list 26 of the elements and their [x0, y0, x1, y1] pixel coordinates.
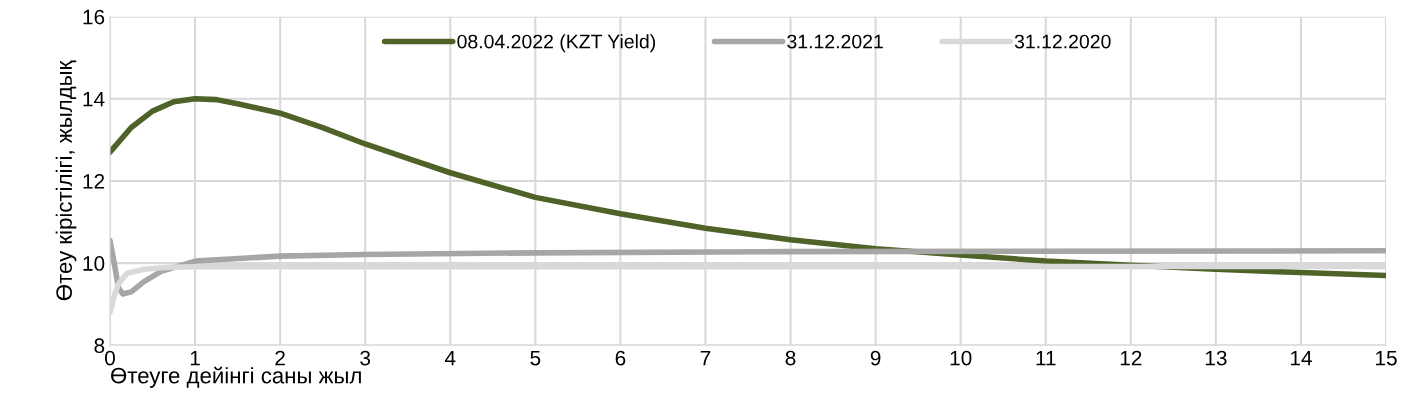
x-tick-label: 4 [444, 350, 456, 366]
x-tick-label: 13 [1205, 350, 1227, 366]
y-tick-label: 14 [83, 92, 105, 107]
x-tick-label: 11 [1036, 350, 1056, 366]
x-tick-label: 5 [530, 350, 541, 366]
x-tick-label: 15 [1376, 350, 1397, 366]
y-axis-title: Өтеу кірістілігі, жылдық [55, 60, 77, 301]
x-tick-label: 2 [275, 350, 285, 366]
x-tick-label: 1 [190, 350, 200, 366]
x-tick-label: 9 [870, 350, 881, 366]
x-tick-label: 3 [360, 350, 371, 366]
legend-label: 31.12.2020 [1014, 34, 1111, 49]
y-tick-label: 8 [94, 338, 105, 354]
x-tick-label: 0 [105, 350, 115, 366]
x-axis-title: Өтеуге дейінгі саны жыл [111, 366, 361, 388]
x-tick-label: 12 [1120, 350, 1142, 366]
x-tick-label: 8 [785, 350, 796, 366]
y-tick-label: 10 [83, 256, 105, 271]
x-tick-label: 14 [1290, 350, 1312, 366]
x-tick-label: 7 [700, 350, 711, 366]
x-tick-label: 6 [615, 350, 626, 366]
y-tick-label: 12 [83, 173, 105, 189]
y-tick-label: 16 [83, 9, 105, 25]
legend-label: 31.12.2021 [787, 34, 883, 49]
x-tick-label: 10 [950, 350, 972, 366]
legend-label: 08.04.2022 (KZT Yield) [457, 34, 655, 53]
